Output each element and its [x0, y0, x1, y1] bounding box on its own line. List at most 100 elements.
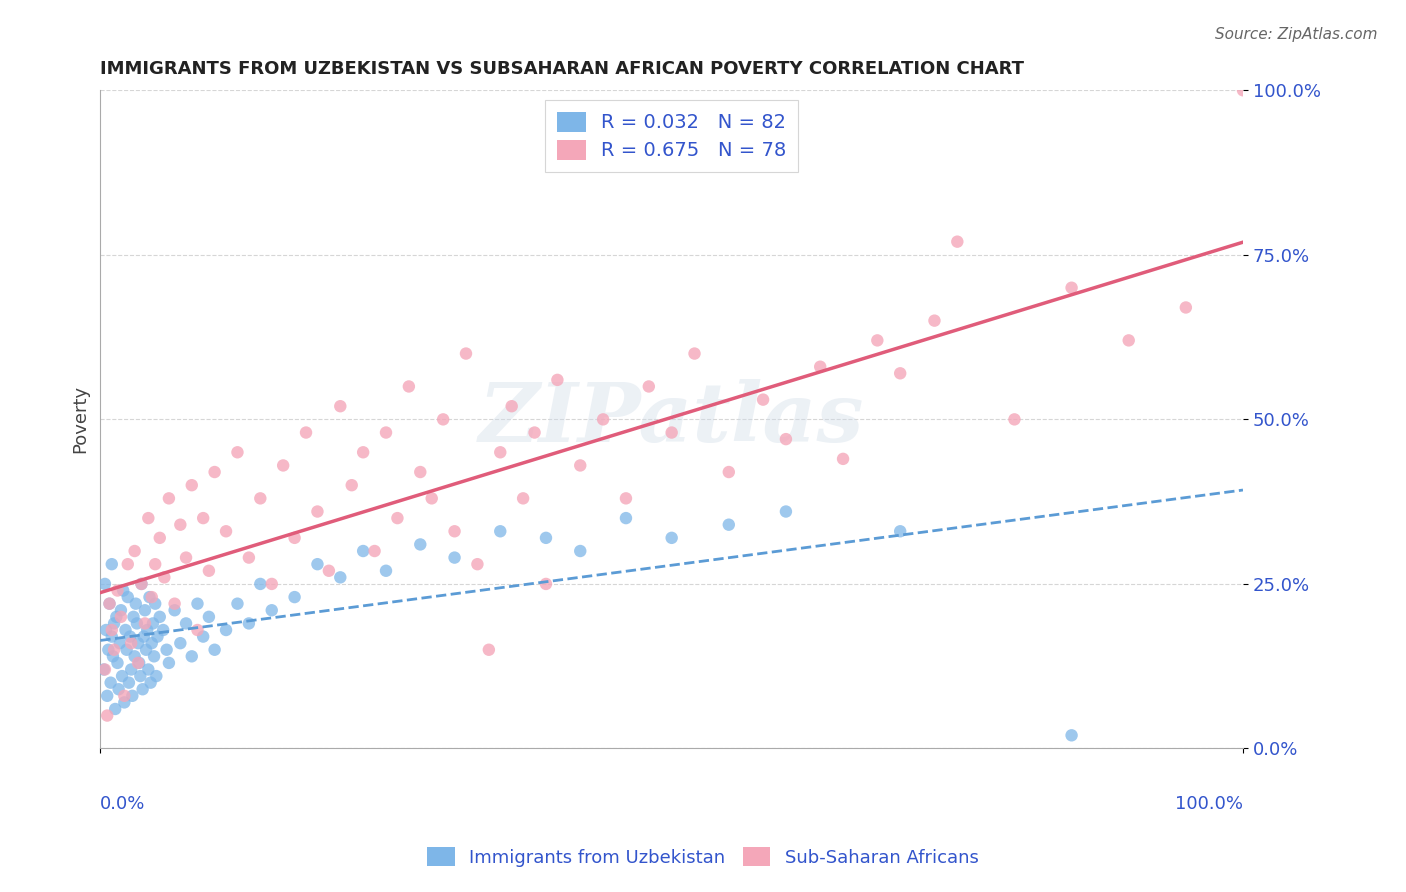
Point — [717, 465, 740, 479]
Point — [101, 630, 124, 644]
Point — [107, 583, 129, 598]
Point — [186, 597, 208, 611]
Point — [94, 663, 117, 677]
Point — [128, 656, 150, 670]
Point — [614, 511, 637, 525]
Point — [105, 610, 128, 624]
Point — [198, 564, 221, 578]
Point — [661, 531, 683, 545]
Point — [569, 544, 592, 558]
Point — [143, 557, 166, 571]
Text: 0.0%: 0.0% — [100, 795, 146, 813]
Point — [409, 465, 432, 479]
Point — [131, 577, 153, 591]
Point — [569, 458, 592, 473]
Point — [775, 432, 797, 446]
Point — [145, 669, 167, 683]
Point — [409, 537, 432, 551]
Point — [97, 642, 120, 657]
Point — [127, 656, 149, 670]
Point — [329, 570, 352, 584]
Point — [193, 511, 215, 525]
Point — [1118, 334, 1140, 348]
Point — [139, 675, 162, 690]
Point — [489, 445, 512, 459]
Point — [752, 392, 775, 407]
Point — [204, 465, 226, 479]
Point — [131, 577, 153, 591]
Point — [112, 689, 135, 703]
Point — [238, 550, 260, 565]
Point — [141, 590, 163, 604]
Point — [174, 616, 197, 631]
Point — [889, 524, 911, 539]
Point — [114, 623, 136, 637]
Point — [149, 531, 172, 545]
Point — [398, 379, 420, 393]
Point — [808, 359, 831, 374]
Point — [204, 642, 226, 657]
Point — [103, 642, 125, 657]
Point — [143, 649, 166, 664]
Point — [478, 642, 501, 657]
Point — [93, 663, 115, 677]
Point — [501, 399, 523, 413]
Point — [174, 550, 197, 565]
Point — [295, 425, 318, 440]
Point — [307, 504, 329, 518]
Point — [249, 491, 271, 506]
Point — [249, 577, 271, 591]
Point — [352, 445, 374, 459]
Point — [120, 663, 142, 677]
Point — [153, 570, 176, 584]
Point — [112, 695, 135, 709]
Point — [103, 616, 125, 631]
Point — [111, 669, 134, 683]
Point — [122, 610, 145, 624]
Point — [134, 603, 156, 617]
Point — [117, 590, 139, 604]
Point — [661, 425, 683, 440]
Point — [592, 412, 614, 426]
Point — [163, 603, 186, 617]
Point — [157, 656, 180, 670]
Point — [121, 689, 143, 703]
Point — [329, 399, 352, 413]
Point — [375, 425, 398, 440]
Point — [198, 610, 221, 624]
Point — [136, 623, 159, 637]
Point — [775, 504, 797, 518]
Point — [104, 702, 127, 716]
Point — [271, 458, 294, 473]
Point — [94, 577, 117, 591]
Point — [169, 517, 191, 532]
Point — [1174, 301, 1197, 315]
Point — [180, 478, 202, 492]
Point — [143, 597, 166, 611]
Text: IMMIGRANTS FROM UZBEKISTAN VS SUBSAHARAN AFRICAN POVERTY CORRELATION CHART: IMMIGRANTS FROM UZBEKISTAN VS SUBSAHARAN… — [100, 60, 1025, 78]
Point — [101, 557, 124, 571]
Point — [352, 544, 374, 558]
Point — [924, 313, 946, 327]
Point — [138, 511, 160, 525]
Point — [387, 511, 409, 525]
Point — [1060, 281, 1083, 295]
Point — [131, 682, 153, 697]
Point — [1004, 412, 1026, 426]
Point — [215, 623, 238, 637]
Point — [98, 597, 121, 611]
Point — [149, 610, 172, 624]
Point — [152, 623, 174, 637]
Point — [96, 689, 118, 703]
Point — [534, 531, 557, 545]
Point — [946, 235, 969, 249]
Point — [226, 597, 249, 611]
Point — [226, 445, 249, 459]
Point — [115, 642, 138, 657]
Point — [443, 524, 465, 539]
Point — [363, 544, 385, 558]
Point — [107, 656, 129, 670]
Point — [546, 373, 568, 387]
Point — [512, 491, 534, 506]
Point — [101, 623, 124, 637]
